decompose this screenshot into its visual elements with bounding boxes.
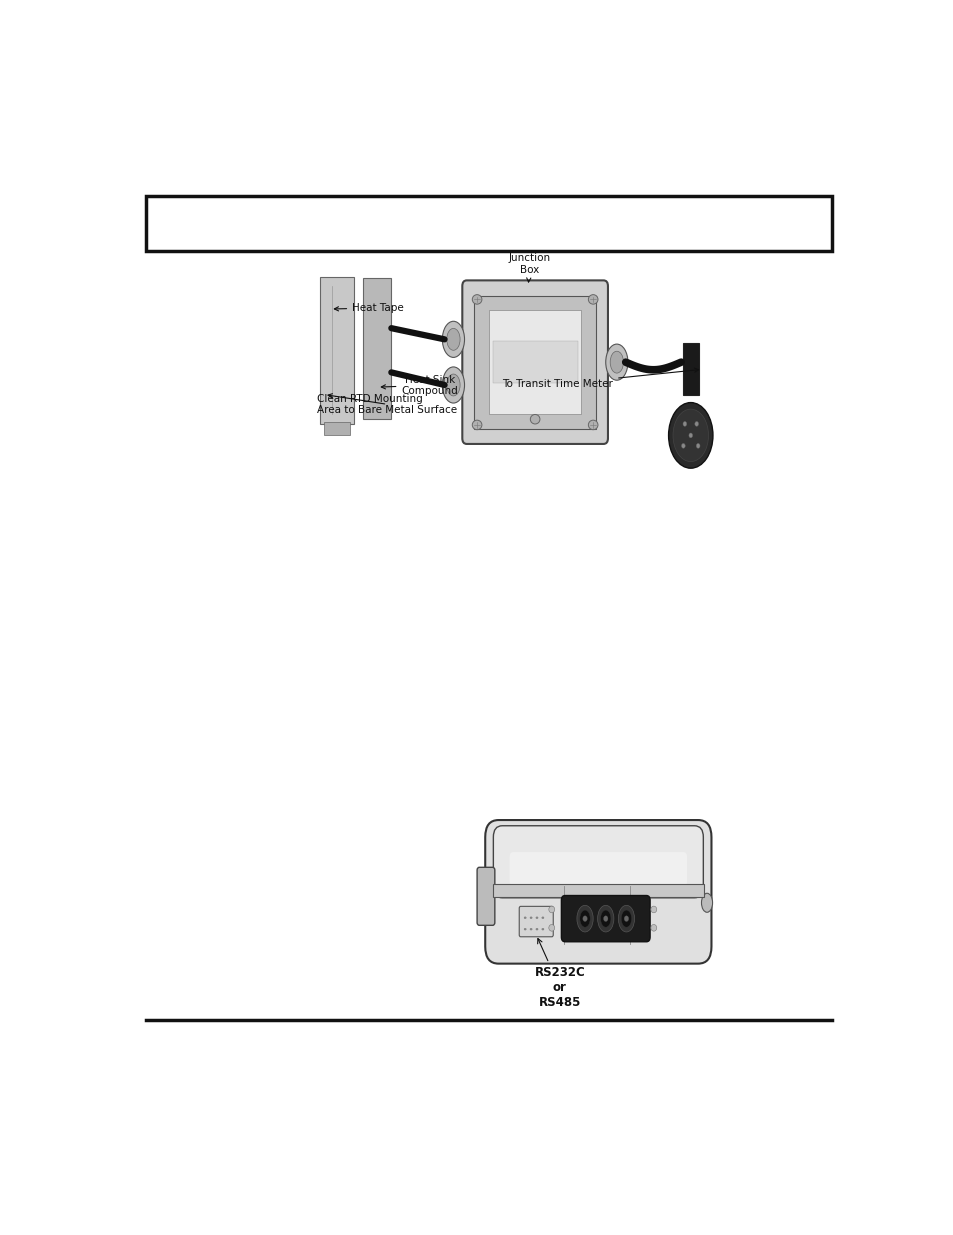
Ellipse shape — [548, 906, 554, 913]
Ellipse shape — [541, 916, 543, 919]
FancyBboxPatch shape — [476, 867, 495, 925]
Ellipse shape — [577, 905, 593, 932]
Ellipse shape — [672, 409, 708, 462]
FancyBboxPatch shape — [518, 906, 553, 937]
Ellipse shape — [650, 906, 656, 913]
Ellipse shape — [620, 910, 631, 927]
Ellipse shape — [597, 905, 613, 932]
Ellipse shape — [446, 329, 459, 351]
Ellipse shape — [541, 929, 543, 930]
Ellipse shape — [680, 443, 684, 448]
Ellipse shape — [618, 905, 634, 932]
Text: RS232C
or
RS485: RS232C or RS485 — [534, 939, 584, 1009]
Ellipse shape — [582, 916, 587, 921]
Ellipse shape — [623, 916, 628, 921]
FancyBboxPatch shape — [485, 820, 711, 963]
Ellipse shape — [536, 916, 537, 919]
Text: To Transit Time Meter: To Transit Time Meter — [501, 368, 698, 389]
Ellipse shape — [530, 916, 532, 919]
Ellipse shape — [668, 403, 712, 468]
Ellipse shape — [588, 420, 598, 430]
Ellipse shape — [696, 443, 700, 448]
Bar — [320, 277, 354, 424]
Ellipse shape — [530, 415, 539, 424]
Ellipse shape — [605, 345, 627, 380]
Ellipse shape — [530, 929, 532, 930]
Ellipse shape — [536, 929, 537, 930]
Ellipse shape — [700, 893, 712, 913]
Ellipse shape — [610, 351, 623, 373]
Bar — [474, 295, 596, 429]
FancyBboxPatch shape — [462, 280, 607, 443]
Ellipse shape — [548, 925, 554, 931]
Bar — [146, 195, 831, 251]
Text: Junction
Box: Junction Box — [508, 253, 550, 282]
Ellipse shape — [446, 374, 459, 396]
Text: Heat Sink
Compound: Heat Sink Compound — [381, 374, 457, 396]
Text: Heat Tape: Heat Tape — [334, 303, 403, 312]
Ellipse shape — [472, 295, 481, 304]
Ellipse shape — [472, 420, 481, 430]
Ellipse shape — [600, 910, 610, 927]
Bar — [324, 422, 350, 436]
Ellipse shape — [682, 421, 686, 426]
Bar — [492, 341, 577, 383]
Bar — [363, 278, 391, 419]
Ellipse shape — [650, 925, 656, 931]
Ellipse shape — [442, 367, 464, 403]
Ellipse shape — [694, 421, 698, 426]
FancyBboxPatch shape — [493, 826, 702, 898]
Ellipse shape — [579, 910, 590, 927]
Text: Clean RTD Mounting
Area to Bare Metal Surface: Clean RTD Mounting Area to Bare Metal Su… — [317, 394, 457, 415]
Ellipse shape — [688, 433, 692, 437]
Ellipse shape — [442, 321, 464, 357]
Ellipse shape — [523, 916, 526, 919]
FancyBboxPatch shape — [509, 852, 686, 887]
Bar — [682, 343, 699, 395]
Ellipse shape — [603, 916, 607, 921]
FancyBboxPatch shape — [560, 895, 649, 942]
Ellipse shape — [523, 929, 526, 930]
Bar — [488, 310, 580, 415]
Bar — [492, 884, 703, 898]
Ellipse shape — [588, 295, 598, 304]
